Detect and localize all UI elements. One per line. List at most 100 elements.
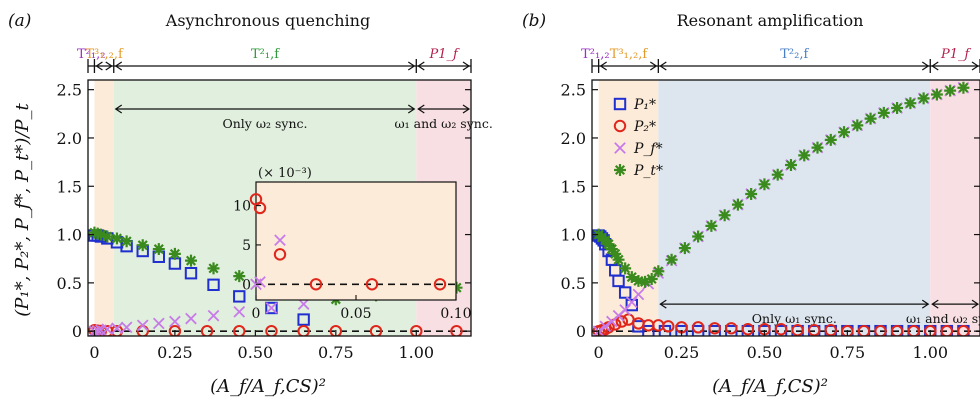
data-point-s2-12 bbox=[265, 302, 278, 314]
annotation-arrows-1 bbox=[931, 299, 980, 309]
data-point-s1-27 bbox=[940, 324, 954, 336]
plot-frame bbox=[591, 79, 980, 337]
inset-point-s0-2 bbox=[273, 248, 287, 261]
inset-y-tick-label-2: 10 bbox=[233, 199, 251, 215]
x-tick-label-3: 0.75 bbox=[318, 343, 354, 362]
data-point-s3-4 bbox=[110, 232, 123, 245]
inset-y-tick-label-1: 5 bbox=[242, 238, 251, 254]
data-point-s1-25 bbox=[907, 324, 920, 336]
data-point-s3-27 bbox=[851, 119, 864, 132]
y-tick-label-0: 0 bbox=[576, 322, 586, 341]
y-tick-label-2: 1.0 bbox=[57, 226, 82, 245]
data-point-s3-20 bbox=[758, 178, 771, 191]
inset-point-s1-2 bbox=[274, 234, 286, 247]
data-point-s3-7 bbox=[619, 262, 632, 275]
series-layer bbox=[88, 226, 463, 336]
x-tick-label-4: 1.00 bbox=[398, 343, 434, 362]
x-tick-label-1: 0.25 bbox=[157, 343, 193, 362]
data-point-s1-9 bbox=[265, 324, 278, 336]
panel-b-chart: T²₁,₂ T³₁,₂,f T²₂,f P1_f Only ω₁ sync. ω₁ and… bbox=[561, 47, 980, 362]
data-point-s2-10 bbox=[207, 309, 220, 322]
y-tick-label-1: 0.5 bbox=[561, 274, 586, 293]
y-tick-label-5: 2.5 bbox=[57, 81, 82, 100]
data-point-s0-11 bbox=[233, 290, 246, 303]
data-point-s0-14 bbox=[675, 324, 688, 336]
data-point-s3-18 bbox=[731, 198, 744, 211]
data-point-s2-13 bbox=[297, 298, 310, 310]
data-point-s3-8 bbox=[625, 271, 638, 284]
inset-chart: 0 5 10 0 0.05 0.10 (× 10⁻³) bbox=[233, 166, 471, 322]
panel-a-title: Asynchronous quenching bbox=[165, 11, 370, 30]
inset-multiplier: (× 10⁻³) bbox=[258, 166, 312, 181]
data-point-s3-7 bbox=[152, 243, 165, 256]
data-point-s3-26 bbox=[838, 126, 851, 139]
inset-point-s0-3 bbox=[309, 278, 323, 291]
data-point-s1-17 bbox=[774, 323, 788, 336]
data-point-s3-31 bbox=[904, 97, 917, 110]
data-point-s0-9 bbox=[618, 286, 632, 299]
series-2 bbox=[88, 298, 310, 336]
inset-point-s0-4 bbox=[365, 278, 379, 291]
inset-series-0 bbox=[249, 193, 447, 291]
x-tick-label-4: 1.00 bbox=[912, 343, 948, 362]
data-point-s0-9 bbox=[184, 267, 198, 280]
data-point-s3-3 bbox=[101, 230, 114, 243]
inset-point-s0-5 bbox=[433, 278, 447, 291]
x-tick-label-3: 0.75 bbox=[830, 343, 866, 362]
data-point-s1-8 bbox=[233, 324, 246, 336]
data-point-s3-35 bbox=[957, 81, 970, 94]
x-tick-label-2: 0.50 bbox=[747, 343, 783, 362]
panel-b-title: Resonant amplification bbox=[677, 11, 864, 30]
y-tick-label-0: 0 bbox=[72, 322, 82, 341]
data-point-s1-13 bbox=[410, 324, 423, 336]
data-point-s3-29 bbox=[877, 106, 890, 119]
data-point-s1-11 bbox=[329, 324, 343, 336]
data-point-s3-25 bbox=[824, 133, 837, 146]
data-point-s3-5 bbox=[120, 235, 133, 248]
regime-shade-1 bbox=[598, 80, 659, 336]
x-tick-label-2: 0.50 bbox=[238, 343, 274, 362]
regime-shade-1 bbox=[94, 80, 114, 336]
data-point-s3-6 bbox=[136, 239, 149, 252]
y-tick-label-2: 1.0 bbox=[561, 226, 586, 245]
data-point-s2-8 bbox=[169, 315, 181, 328]
regime-label-0: T²₁,₂ bbox=[77, 47, 105, 62]
data-point-s1-10 bbox=[297, 324, 310, 336]
legend-marker-0 bbox=[613, 97, 627, 111]
legend-label-3: P_t* bbox=[633, 163, 663, 179]
data-point-s1-12 bbox=[691, 321, 705, 334]
series-3 bbox=[592, 81, 970, 288]
annotation-arrows-0 bbox=[114, 104, 416, 114]
regime-arrow-3 bbox=[931, 61, 980, 71]
data-point-s3-28 bbox=[864, 112, 877, 125]
inset-point-s0-1 bbox=[253, 201, 267, 215]
data-point-s2-3 bbox=[101, 323, 114, 336]
data-point-s1-26 bbox=[924, 324, 937, 336]
legend-marker-2 bbox=[614, 142, 626, 154]
inset-x-tick-label-2: 0.10 bbox=[440, 306, 471, 322]
data-point-s3-23 bbox=[798, 149, 811, 162]
annotation-arrows-0 bbox=[659, 299, 930, 309]
legend-label-2: P_f* bbox=[633, 141, 663, 157]
panel-b-x-axis-label: (A_f/A_f,CS)² bbox=[712, 376, 828, 397]
data-point-s3-32 bbox=[917, 92, 930, 105]
data-point-s3-33 bbox=[930, 88, 943, 101]
series-layer bbox=[592, 81, 970, 336]
data-point-s2-7 bbox=[152, 317, 165, 330]
regime-label-0: T²₁,₂ bbox=[581, 47, 609, 62]
y-tick-label-3: 1.5 bbox=[57, 177, 82, 196]
inset-y-tick-label-0: 0 bbox=[242, 277, 251, 293]
data-point-s1-28 bbox=[957, 324, 970, 336]
data-point-s1-10 bbox=[662, 320, 675, 333]
data-point-s3-11 bbox=[645, 273, 658, 285]
data-point-s1-7 bbox=[200, 324, 214, 336]
panel-a-x-axis-label: (A_f/A_f,CS)² bbox=[210, 376, 326, 397]
data-point-s3-9 bbox=[185, 254, 197, 267]
data-point-s3-15 bbox=[692, 230, 705, 243]
x-tick-label-0: 0 bbox=[89, 343, 99, 362]
regime-shade-3 bbox=[930, 80, 980, 336]
data-point-s3-11 bbox=[233, 270, 246, 283]
data-point-s0-12 bbox=[642, 324, 655, 336]
